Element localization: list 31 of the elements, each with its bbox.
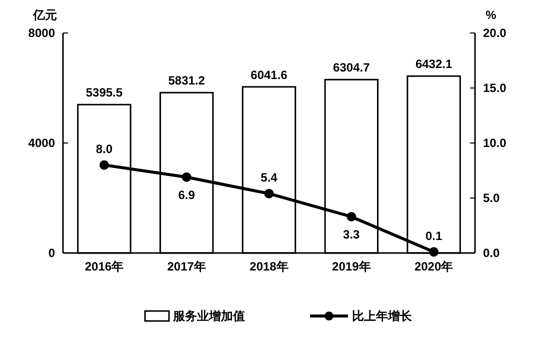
y2-tick-label: 20.0 <box>483 26 507 40</box>
data-label: 8.0 <box>96 142 113 156</box>
point <box>99 160 109 170</box>
data-label: 0.1 <box>425 228 442 243</box>
point <box>346 212 356 222</box>
x-tick-label: 2018年 <box>250 259 288 274</box>
data-label: 5.4 <box>260 170 278 185</box>
y-tick-label: 8000 <box>28 26 56 40</box>
y2-tick-label: 15.0 <box>483 80 507 95</box>
x-tick-label: 2017年 <box>167 259 206 274</box>
data-label: 6041.6 <box>250 68 288 82</box>
data-label: 6432.1 <box>415 57 452 72</box>
point <box>264 188 274 198</box>
x-tick-label: 2019年 <box>332 259 371 274</box>
legend-label: 比上年增长 <box>352 309 413 323</box>
y2-tick-label: 5.0 <box>483 190 500 205</box>
data-label: 6.9 <box>178 188 196 202</box>
legend-label: 服务业增加值 <box>172 309 245 323</box>
data-label: 6304.7 <box>333 60 370 75</box>
data-label: 5395.5 <box>86 86 123 100</box>
y-tick-label: 0 <box>48 246 56 260</box>
data-label: 5831.2 <box>168 74 206 88</box>
point <box>182 172 192 182</box>
y-axis-title: 亿元 <box>32 8 57 22</box>
x-tick-label: 2020年 <box>414 259 454 274</box>
y-tick-label: 4000 <box>28 136 56 150</box>
x-tick-label: 2016年 <box>84 259 124 274</box>
y2-tick-label: 10.0 <box>483 136 507 150</box>
data-label: 3.3 <box>343 228 360 242</box>
y2-axis-title: % <box>486 8 497 22</box>
y2-tick-label: 0.0 <box>483 246 500 260</box>
